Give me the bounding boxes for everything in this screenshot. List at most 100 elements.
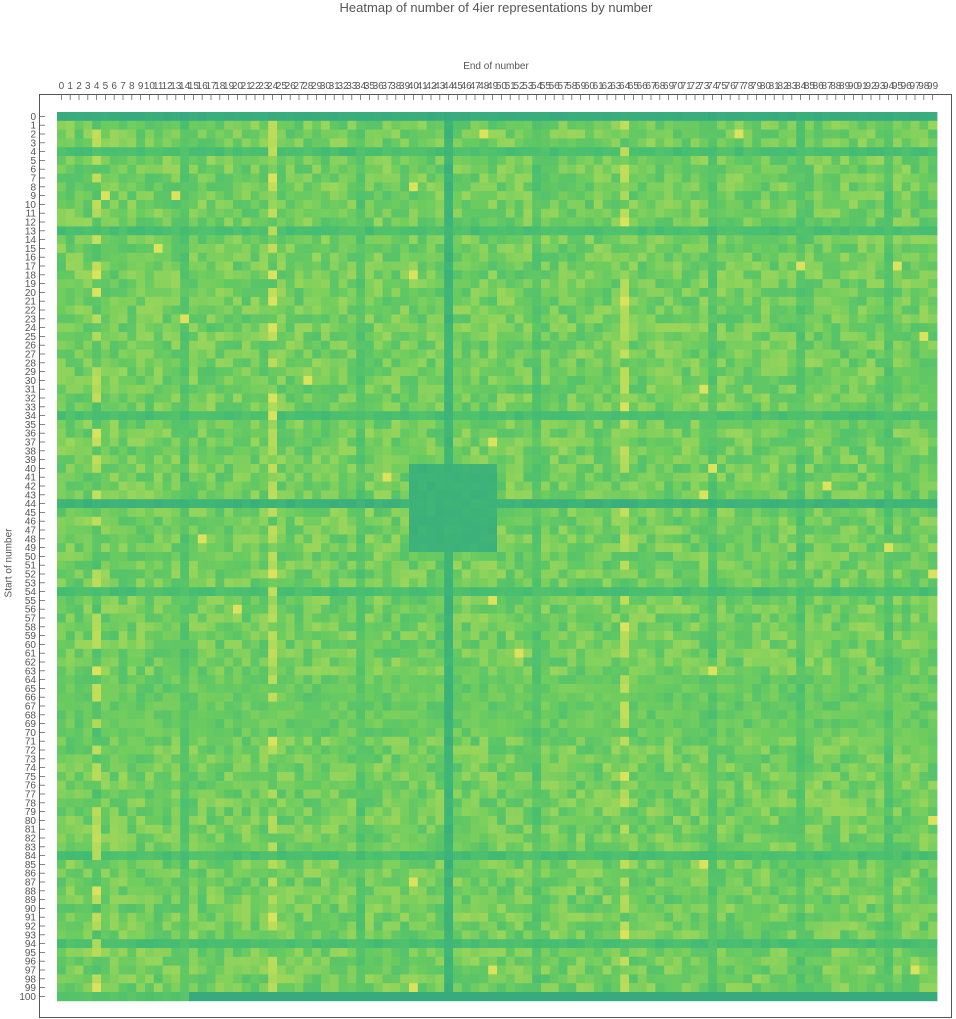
heatmap-cell bbox=[470, 226, 480, 236]
heatmap-cell bbox=[109, 349, 119, 359]
heatmap-cell bbox=[681, 455, 691, 465]
heatmap-cell bbox=[277, 332, 287, 342]
heatmap-cell bbox=[717, 279, 727, 289]
heatmap-cell bbox=[382, 208, 392, 218]
heatmap-cell bbox=[479, 490, 489, 500]
heatmap-cell bbox=[549, 217, 559, 227]
heatmap-cell bbox=[162, 490, 172, 500]
heatmap-cell bbox=[312, 156, 322, 166]
heatmap-cell bbox=[637, 288, 647, 298]
heatmap-cell bbox=[285, 314, 295, 324]
heatmap-cell bbox=[637, 358, 647, 368]
heatmap-cell bbox=[136, 217, 146, 227]
heatmap-cell bbox=[532, 376, 542, 386]
heatmap-cell bbox=[136, 490, 146, 500]
heatmap-cell bbox=[145, 279, 155, 289]
heatmap-cell bbox=[796, 455, 806, 465]
heatmap-cell bbox=[285, 226, 295, 236]
heatmap-cell bbox=[857, 120, 867, 130]
heatmap-cell bbox=[857, 147, 867, 157]
heatmap-cell bbox=[813, 446, 823, 456]
heatmap-cell bbox=[813, 464, 823, 474]
heatmap-cell bbox=[417, 481, 427, 491]
heatmap-cell bbox=[417, 138, 427, 148]
heatmap-cell bbox=[444, 420, 454, 430]
heatmap-cell bbox=[259, 173, 269, 183]
heatmap-cell bbox=[708, 147, 718, 157]
heatmap-cell bbox=[488, 147, 498, 157]
heatmap-cell bbox=[593, 402, 603, 412]
heatmap-cell bbox=[268, 191, 278, 201]
heatmap-cell bbox=[805, 525, 815, 535]
heatmap-cell bbox=[162, 367, 172, 377]
heatmap-cell bbox=[215, 270, 225, 280]
heatmap-cell bbox=[197, 217, 207, 227]
heatmap-cell bbox=[197, 261, 207, 271]
heatmap-cell bbox=[629, 464, 639, 474]
heatmap-cell bbox=[347, 376, 357, 386]
heatmap-cell bbox=[400, 455, 410, 465]
heatmap-cell bbox=[655, 428, 665, 438]
heatmap-cell bbox=[417, 332, 427, 342]
heatmap-cell bbox=[224, 173, 234, 183]
heatmap-cell bbox=[321, 173, 331, 183]
heatmap-cell bbox=[417, 543, 427, 553]
heatmap-cell bbox=[417, 490, 427, 500]
heatmap-cell bbox=[532, 499, 542, 509]
heatmap-cell bbox=[285, 376, 295, 386]
heatmap-cell bbox=[901, 200, 911, 210]
heatmap-cell bbox=[813, 314, 823, 324]
heatmap-cell bbox=[831, 384, 841, 394]
heatmap-cell bbox=[329, 349, 339, 359]
heatmap-cell bbox=[646, 173, 656, 183]
heatmap-cell bbox=[734, 147, 744, 157]
heatmap-cell bbox=[241, 534, 251, 544]
heatmap-cell bbox=[461, 411, 471, 421]
heatmap-cell bbox=[365, 420, 375, 430]
heatmap-cell bbox=[461, 534, 471, 544]
heatmap-cell bbox=[65, 279, 75, 289]
heatmap-cell bbox=[435, 252, 445, 262]
heatmap-cell bbox=[655, 305, 665, 315]
heatmap-cell bbox=[479, 112, 489, 122]
heatmap-cell bbox=[241, 525, 251, 535]
heatmap-cell bbox=[567, 349, 577, 359]
heatmap-cell bbox=[866, 437, 876, 447]
heatmap-cell bbox=[206, 244, 216, 254]
heatmap-cell bbox=[664, 129, 674, 139]
heatmap-cell bbox=[250, 446, 260, 456]
heatmap-cell bbox=[180, 279, 190, 289]
heatmap-cell bbox=[893, 376, 903, 386]
heatmap-cell bbox=[831, 490, 841, 500]
heatmap-cell bbox=[884, 437, 894, 447]
heatmap-cell bbox=[197, 182, 207, 192]
heatmap-cell bbox=[74, 208, 84, 218]
heatmap-cell bbox=[171, 191, 181, 201]
heatmap-cell bbox=[417, 112, 427, 122]
heatmap-cell bbox=[901, 120, 911, 130]
heatmap-cell bbox=[655, 402, 665, 412]
heatmap-cell bbox=[699, 164, 709, 174]
heatmap-cell bbox=[162, 182, 172, 192]
heatmap-cell bbox=[699, 349, 709, 359]
heatmap-cell bbox=[171, 270, 181, 280]
heatmap-cell bbox=[241, 411, 251, 421]
heatmap-cell bbox=[655, 446, 665, 456]
heatmap-cell bbox=[620, 349, 630, 359]
heatmap-cell bbox=[101, 200, 111, 210]
heatmap-cell bbox=[699, 525, 709, 535]
heatmap-cell bbox=[840, 279, 850, 289]
heatmap-cell bbox=[655, 314, 665, 324]
heatmap-cell bbox=[875, 208, 885, 218]
heatmap-cell bbox=[866, 490, 876, 500]
heatmap-cell bbox=[611, 376, 621, 386]
heatmap-cell bbox=[690, 129, 700, 139]
heatmap-cell bbox=[928, 270, 938, 280]
heatmap-cell bbox=[153, 164, 163, 174]
heatmap-cell bbox=[382, 296, 392, 306]
heatmap-cell bbox=[285, 464, 295, 474]
heatmap-cell bbox=[629, 112, 639, 122]
heatmap-cell bbox=[215, 428, 225, 438]
heatmap-cell bbox=[805, 244, 815, 254]
heatmap-cell bbox=[153, 376, 163, 386]
